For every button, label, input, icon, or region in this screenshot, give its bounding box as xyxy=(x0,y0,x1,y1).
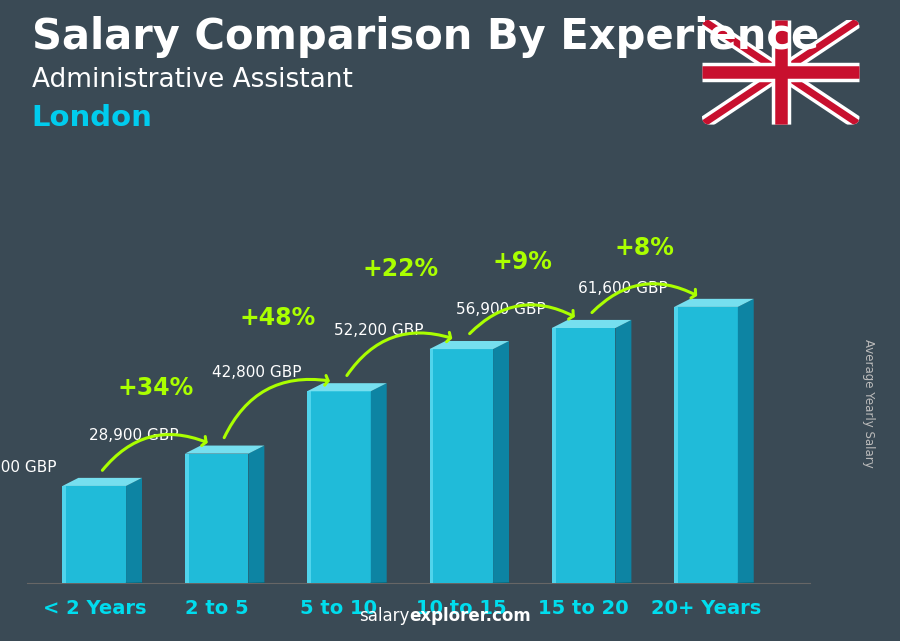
Polygon shape xyxy=(674,299,753,307)
Text: 56,900 GBP: 56,900 GBP xyxy=(456,302,545,317)
Polygon shape xyxy=(674,307,738,583)
Polygon shape xyxy=(738,299,753,583)
Polygon shape xyxy=(184,445,265,454)
Text: 52,200 GBP: 52,200 GBP xyxy=(334,323,423,338)
Text: explorer.com: explorer.com xyxy=(410,607,531,625)
Polygon shape xyxy=(552,328,555,583)
Polygon shape xyxy=(62,478,142,486)
Text: Salary Comparison By Experience: Salary Comparison By Experience xyxy=(32,16,819,58)
Text: +34%: +34% xyxy=(117,376,194,400)
Text: Administrative Assistant: Administrative Assistant xyxy=(32,67,353,94)
Text: 61,600 GBP: 61,600 GBP xyxy=(579,281,668,296)
Polygon shape xyxy=(307,383,387,391)
Polygon shape xyxy=(126,478,142,583)
Polygon shape xyxy=(62,486,126,583)
Polygon shape xyxy=(429,341,509,349)
Polygon shape xyxy=(429,349,493,583)
Text: London: London xyxy=(32,104,152,132)
Polygon shape xyxy=(307,391,371,583)
Polygon shape xyxy=(307,391,311,583)
Polygon shape xyxy=(371,383,387,583)
Text: +8%: +8% xyxy=(615,237,675,260)
Text: 28,900 GBP: 28,900 GBP xyxy=(89,428,179,443)
Polygon shape xyxy=(616,320,632,583)
Polygon shape xyxy=(184,454,189,583)
Polygon shape xyxy=(184,454,248,583)
Text: salary: salary xyxy=(359,607,410,625)
Text: +48%: +48% xyxy=(239,306,316,330)
Polygon shape xyxy=(248,445,265,583)
Text: Average Yearly Salary: Average Yearly Salary xyxy=(862,340,875,468)
Text: 21,700 GBP: 21,700 GBP xyxy=(0,460,57,475)
Polygon shape xyxy=(429,349,433,583)
Polygon shape xyxy=(552,320,632,328)
Text: +22%: +22% xyxy=(362,257,438,281)
Polygon shape xyxy=(62,486,67,583)
Text: +9%: +9% xyxy=(492,250,553,274)
Text: 42,800 GBP: 42,800 GBP xyxy=(212,365,301,381)
Polygon shape xyxy=(674,307,678,583)
Polygon shape xyxy=(552,328,616,583)
Polygon shape xyxy=(493,341,509,583)
